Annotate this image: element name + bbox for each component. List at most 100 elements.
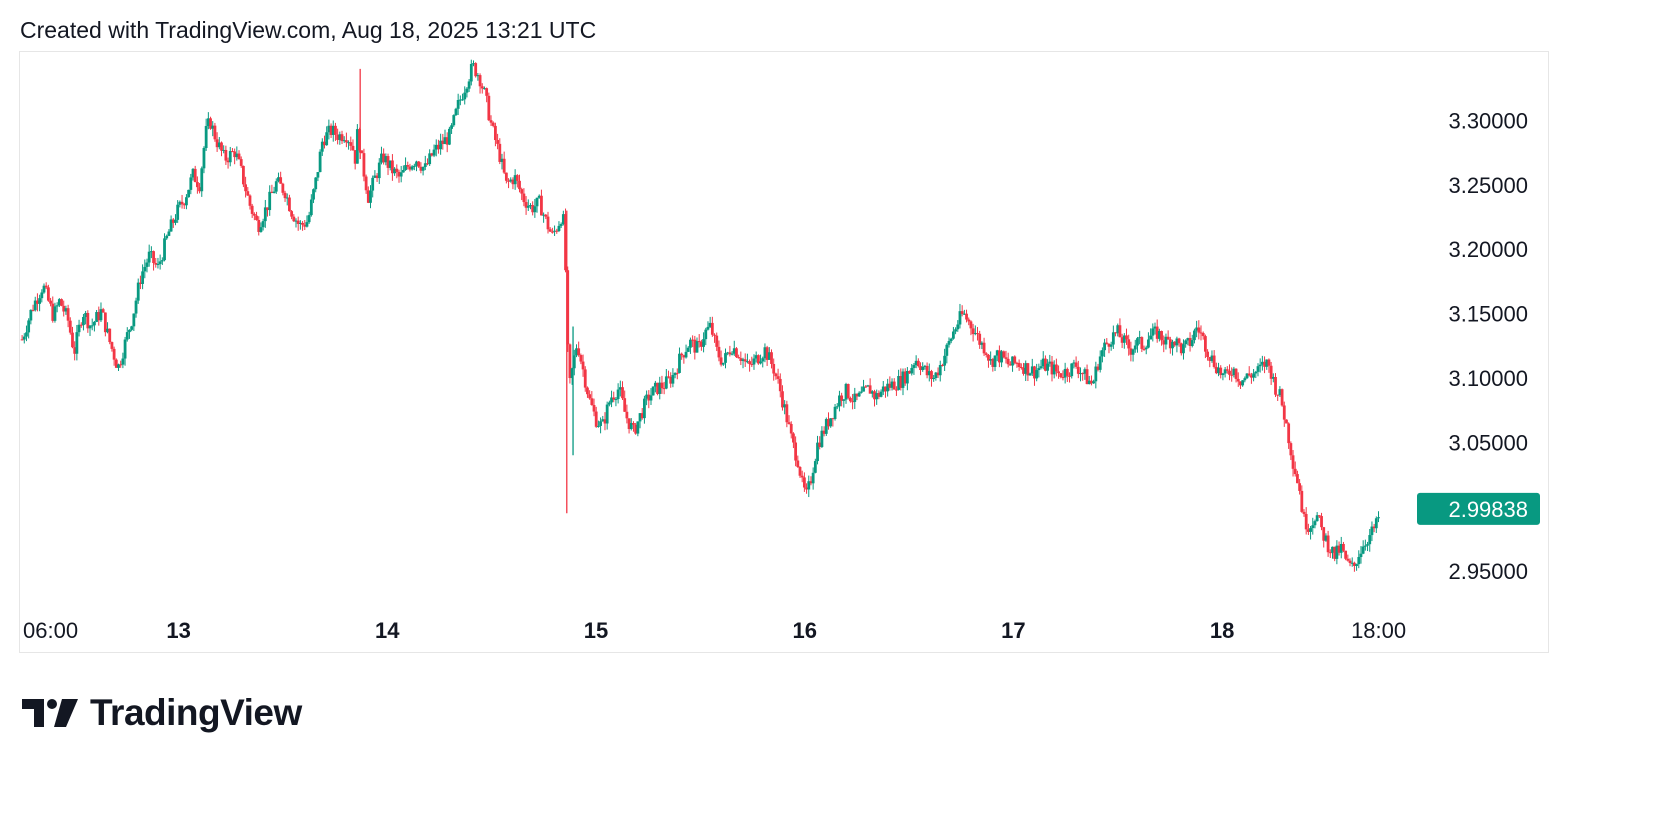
candle: [303, 220, 307, 230]
candle: [689, 337, 692, 354]
candle: [112, 346, 116, 366]
candle: [441, 133, 445, 150]
candle: [792, 432, 795, 449]
candle: [980, 341, 984, 350]
candle: [485, 87, 489, 103]
candle: [31, 304, 35, 312]
candle: [651, 386, 655, 396]
candle: [226, 157, 230, 169]
candle: [949, 337, 953, 344]
candle: [1116, 323, 1120, 337]
candle: [774, 372, 778, 380]
candle: [292, 214, 296, 222]
candle: [294, 218, 298, 228]
candle: [629, 418, 633, 431]
candle: [458, 95, 462, 106]
candle: [465, 87, 469, 98]
candle: [1094, 361, 1098, 389]
candle: [325, 126, 329, 146]
candle: [22, 333, 26, 344]
candle: [257, 216, 261, 236]
candle: [288, 194, 291, 212]
candle: [982, 337, 986, 356]
candle: [128, 329, 131, 339]
y-tick-label: 3.30000: [1448, 108, 1528, 133]
candle: [156, 257, 160, 269]
candle: [1041, 351, 1045, 370]
candle: [662, 381, 666, 395]
candle: [1287, 422, 1291, 449]
candle: [106, 322, 109, 334]
candle: [487, 92, 491, 122]
candle: [345, 132, 348, 148]
tradingview-logo[interactable]: TradingView: [22, 692, 302, 734]
candle: [879, 389, 883, 398]
time-axis[interactable]: 06:00 13 14 15 16 17 18 18:00: [23, 618, 1406, 643]
candle: [268, 185, 272, 216]
candle: [1004, 350, 1008, 364]
candle: [1166, 330, 1170, 340]
candle: [899, 368, 903, 391]
candle: [1028, 372, 1032, 376]
candle: [327, 119, 331, 140]
price-axis[interactable]: 3.30000 3.25000 3.20000 3.15000 3.10000 3.050…: [1448, 108, 1528, 584]
candle: [1355, 563, 1358, 571]
candle: [434, 139, 438, 157]
candle: [621, 381, 624, 400]
candle: [1313, 519, 1317, 529]
candle: [1265, 359, 1269, 370]
candle: [428, 149, 432, 167]
candle: [270, 184, 274, 194]
candle: [1103, 338, 1106, 357]
candle: [783, 400, 787, 415]
candle: [618, 380, 622, 397]
candle: [1302, 509, 1306, 517]
candle: [437, 139, 440, 154]
candle: [1234, 368, 1238, 383]
candle: [187, 189, 191, 198]
candle: [827, 412, 830, 430]
candle: [1214, 362, 1218, 375]
candle: [305, 215, 309, 228]
candle: [1107, 343, 1111, 354]
candle: [404, 157, 407, 171]
last-price-marker: 2.99838: [1417, 492, 1540, 525]
candle: [656, 382, 659, 396]
candle: [713, 333, 716, 343]
candle: [1138, 330, 1142, 345]
candle: [761, 356, 765, 368]
candle: [450, 123, 453, 135]
candle: [892, 378, 896, 390]
candle: [152, 250, 155, 271]
candle: [314, 177, 318, 193]
candle: [1065, 367, 1069, 382]
candle: [478, 73, 482, 94]
candle: [548, 227, 552, 232]
candle: [57, 298, 61, 308]
candle: [1039, 359, 1043, 370]
candle: [1346, 554, 1350, 562]
candle: [301, 220, 304, 231]
candle: [1044, 355, 1047, 372]
x-tick-label: 16: [792, 618, 816, 643]
candle: [237, 150, 241, 160]
candle: [660, 375, 664, 394]
candle: [816, 435, 819, 465]
x-tick-label: 06:00: [23, 618, 78, 643]
candle: [1298, 478, 1302, 495]
candle: [73, 341, 77, 361]
candlestick-chart[interactable]: 3.30000 3.25000 3.20000 3.15000 3.10000 3.050…: [20, 52, 1548, 652]
candle: [540, 189, 543, 216]
candle: [498, 138, 502, 165]
candle: [163, 233, 166, 262]
candle: [51, 296, 55, 323]
candle: [1350, 557, 1354, 567]
candle: [242, 165, 245, 188]
candle: [1359, 546, 1363, 564]
candle: [605, 401, 609, 430]
candle: [1002, 350, 1006, 359]
candle: [954, 327, 957, 335]
candle: [1296, 470, 1299, 484]
candle: [77, 319, 81, 337]
candle: [174, 214, 177, 226]
